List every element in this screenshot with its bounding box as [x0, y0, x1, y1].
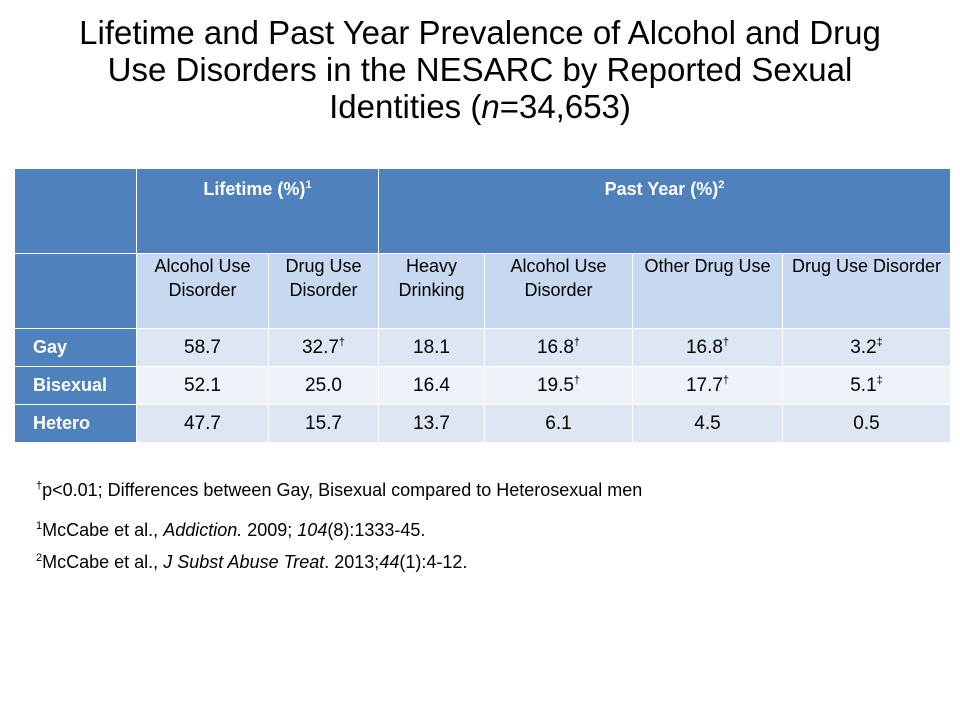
title-n-italic: n [481, 88, 500, 125]
table-cell: 17.7† [632, 366, 783, 405]
volume: 44 [379, 552, 400, 572]
group-header-row: Lifetime (%)1 Past Year (%)2 [14, 168, 951, 254]
table-row: Gay 58.7 32.7† 18.1 16.8† 16.8† 3.2‡ [14, 328, 951, 367]
journal-name: Addiction. [163, 520, 243, 540]
table-row: Hetero 47.7 15.7 13.7 6.1 4.5 0.5 [14, 404, 951, 443]
corner-cell [14, 253, 137, 329]
column-header: Other Drug Use [632, 253, 783, 329]
column-header: Alcohol Use Disorder [136, 253, 269, 329]
column-header-row: Alcohol Use Disorder Drug Use Disorder H… [14, 253, 951, 329]
significance-note: †p<0.01; Differences between Gay, Bisexu… [36, 480, 642, 501]
prevalence-table: Lifetime (%)1 Past Year (%)2 Alcohol Use… [14, 168, 951, 443]
column-header: Heavy Drinking [378, 253, 485, 329]
slide-title: Lifetime and Past Year Prevalence of Alc… [40, 14, 920, 125]
journal-name: J Subst Abuse Treat [163, 552, 325, 572]
reference-number: 2 [36, 552, 43, 564]
table-row: Bisexual 52.1 25.0 16.4 19.5† 17.7† 5.1‡ [14, 366, 951, 405]
row-label: Hetero [14, 404, 137, 443]
group-header-label: Past Year (%) [604, 179, 719, 199]
row-label: Gay [14, 328, 137, 367]
title-line-3-post: =34,653) [499, 88, 631, 125]
reference-1: 1McCabe et al., Addiction. 2009; 104(8):… [36, 520, 426, 540]
table-cell: 4.5 [632, 404, 783, 443]
volume: 104 [297, 520, 328, 540]
group-header-lifetime: Lifetime (%)1 [136, 168, 379, 254]
table-cell: 13.7 [378, 404, 485, 443]
significance-note-text: p<0.01; Differences between Gay, Bisexua… [42, 480, 643, 500]
group-header-label: Lifetime (%) [203, 179, 306, 199]
reference-number: 1 [36, 520, 43, 532]
table-cell: 32.7† [268, 328, 379, 367]
table-cell: 58.7 [136, 328, 269, 367]
title-line-3-pre: Identities ( [329, 88, 482, 125]
group-header-past-year: Past Year (%)2 [378, 168, 951, 254]
reference-2: 2McCabe et al., J Subst Abuse Treat. 201… [36, 552, 468, 572]
table-cell: 5.1‡ [782, 366, 951, 405]
group-header-sup: 2 [718, 179, 725, 191]
table-cell: 47.7 [136, 404, 269, 443]
table-cell: 3.2‡ [782, 328, 951, 367]
table-cell: 25.0 [268, 366, 379, 405]
title-line-2: Use Disorders in the NESARC by Reported … [107, 51, 853, 88]
table-cell: 6.1 [484, 404, 633, 443]
table-cell: 0.5 [782, 404, 951, 443]
table-cell: 16.4 [378, 366, 485, 405]
title-line-3: Identities (n=34,653) [40, 88, 920, 125]
row-label: Bisexual [14, 366, 137, 405]
column-header: Drug Use Disorder [782, 253, 951, 329]
table-cell: 18.1 [378, 328, 485, 367]
table-cell: 52.1 [136, 366, 269, 405]
column-header: Drug Use Disorder [268, 253, 379, 329]
group-header-sup: 1 [305, 179, 312, 191]
table-cell: 15.7 [268, 404, 379, 443]
column-header: Alcohol Use Disorder [484, 253, 633, 329]
table-cell: 16.8† [632, 328, 783, 367]
dagger-mark: † [36, 480, 43, 492]
title-line-1: Lifetime and Past Year Prevalence of Alc… [79, 14, 881, 51]
table-cell: 19.5† [484, 366, 633, 405]
table-cell: 16.8† [484, 328, 633, 367]
corner-cell [14, 168, 137, 254]
